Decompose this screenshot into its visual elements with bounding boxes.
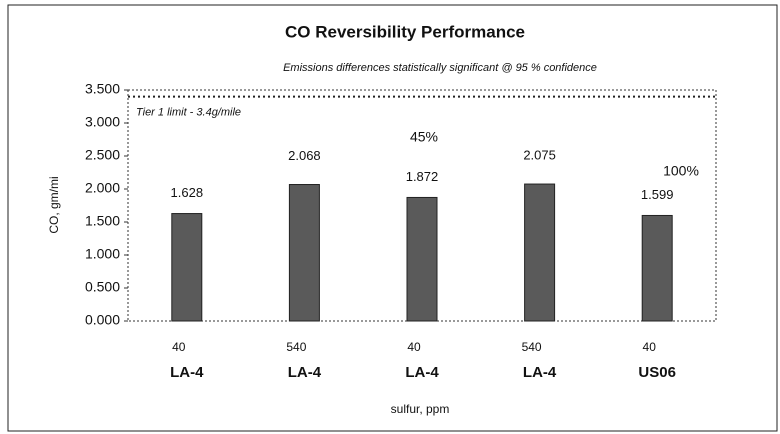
y-axis-label: CO, gm/mi bbox=[47, 176, 61, 233]
value-label: 2.075 bbox=[523, 147, 556, 162]
y-tick-label: 3.500 bbox=[85, 81, 120, 97]
group-label: LA-4 bbox=[170, 364, 204, 381]
y-tick-label: 1.000 bbox=[85, 246, 120, 262]
y-tick-label: 3.000 bbox=[85, 114, 120, 130]
y-tick-label: 2.500 bbox=[85, 147, 120, 163]
x-axis-label: sulfur, ppm bbox=[391, 402, 450, 416]
annotation: 100% bbox=[663, 163, 699, 179]
value-label: 1.599 bbox=[641, 187, 674, 202]
value-label: 1.872 bbox=[406, 169, 439, 184]
y-tick-label: 0.000 bbox=[85, 312, 120, 328]
x-tick-label: 540 bbox=[286, 340, 306, 354]
annotation: 45% bbox=[410, 129, 438, 145]
x-tick-label: 40 bbox=[172, 340, 186, 354]
group-label: LA-4 bbox=[523, 364, 557, 381]
frame bbox=[7, 4, 778, 432]
y-tick-label: 0.500 bbox=[85, 279, 120, 295]
x-tick-label: 40 bbox=[643, 340, 657, 354]
group-label: LA-4 bbox=[288, 364, 322, 381]
bar bbox=[288, 184, 320, 322]
chart-title: CO Reversibility Performance bbox=[285, 22, 525, 41]
value-label: 2.068 bbox=[288, 148, 321, 163]
group-label: US06 bbox=[638, 364, 676, 381]
x-tick-label: 540 bbox=[522, 340, 542, 354]
bar bbox=[524, 183, 556, 322]
bar bbox=[171, 213, 203, 322]
y-tick-label: 2.000 bbox=[85, 180, 120, 196]
value-label: 1.628 bbox=[171, 185, 204, 200]
bar bbox=[406, 196, 438, 322]
reference-label: Tier 1 limit - 3.4g/mile bbox=[136, 107, 241, 119]
y-tick-label: 1.500 bbox=[85, 213, 120, 229]
x-tick-label: 40 bbox=[407, 340, 421, 354]
group-label: LA-4 bbox=[405, 364, 439, 381]
chart-subtitle: Emissions differences statistically sign… bbox=[283, 62, 597, 74]
bar bbox=[641, 214, 673, 322]
